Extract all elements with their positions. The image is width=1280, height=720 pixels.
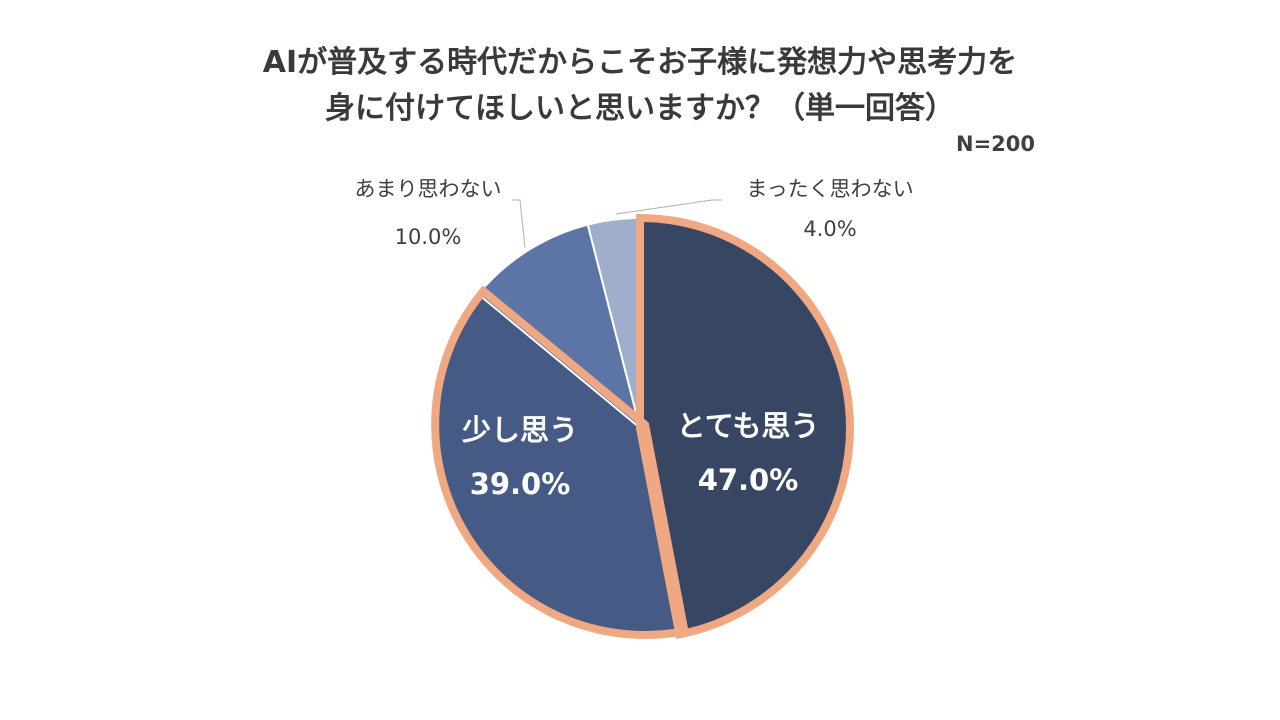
slice-3-category-label: あまり思わない bbox=[355, 177, 502, 201]
slice-1-value-label: 47.0% bbox=[698, 463, 799, 497]
sample-size-label: N=200 bbox=[956, 132, 1036, 156]
pie-highlight-outlines bbox=[431, 213, 854, 639]
leader-line-3 bbox=[512, 199, 526, 249]
slice-4-category-label: まったく思わない bbox=[746, 177, 913, 201]
chart-title-line-2: 身に付けてほしいと思いますか？（単一回答） bbox=[325, 91, 955, 126]
chart-title: AIが普及する時代だからこそお子様に発想力や思考力を 身に付けてほしいと思います… bbox=[0, 40, 1280, 132]
leader-line-4 bbox=[615, 199, 722, 215]
pie-slice-2-highlight bbox=[431, 285, 690, 639]
slice-1-category-label: とても思う bbox=[677, 409, 820, 443]
slice-4-value-label: 4.0% bbox=[803, 217, 856, 241]
slice-2-value-label: 39.0% bbox=[470, 467, 571, 501]
slice-2-category-label: 少し思う bbox=[462, 413, 578, 447]
slice-3-value-label: 10.0% bbox=[395, 225, 462, 249]
chart-title-line-1: AIが普及する時代だからこそお子様に発想力や思考力を bbox=[262, 45, 1018, 80]
pie-labels: とても思う 47.0% 少し思う 39.0% あまり思わない 10.0% まったく思わない 4… bbox=[355, 177, 914, 501]
pie-slice-1-highlight bbox=[636, 213, 854, 639]
